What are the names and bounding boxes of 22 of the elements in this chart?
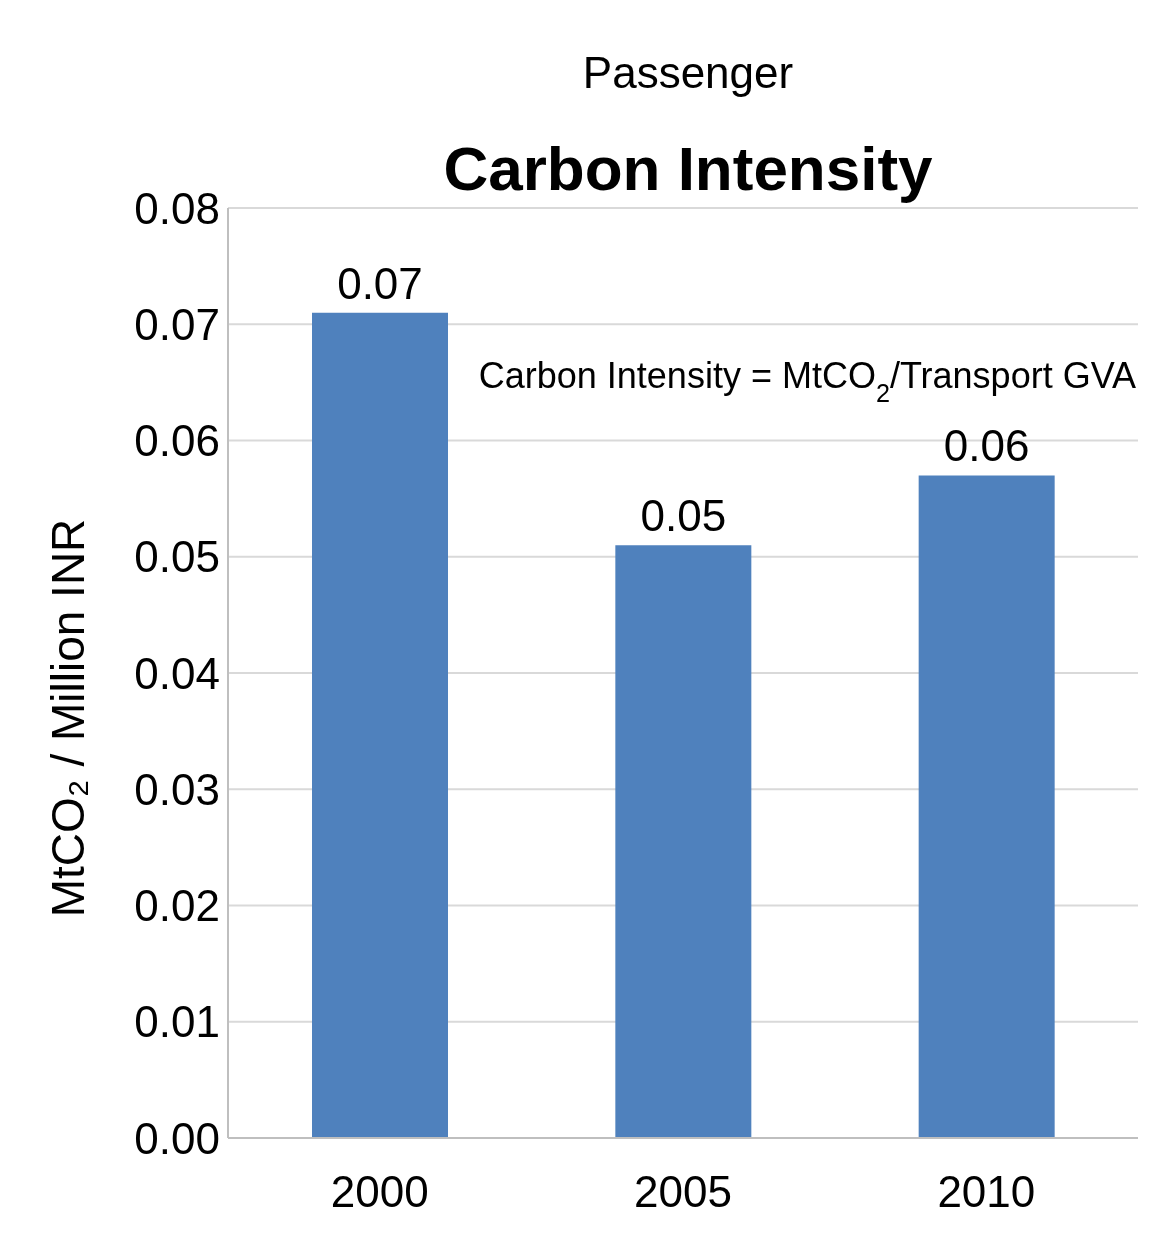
x-tick-label: 2000 [330,1167,429,1217]
bar [312,312,448,1138]
y-tick-label: 0.03 [134,764,220,814]
y-tick-label: 0.07 [134,299,220,349]
y-tick-label: 0.06 [134,416,220,466]
chart-title: Carbon Intensity [442,133,934,204]
bar [918,475,1055,1138]
data-label: 0.07 [337,258,423,308]
x-tick-label: 2005 [634,1167,732,1217]
y-tick-label: 0.08 [134,183,220,233]
y-tick-label: 0.04 [134,648,220,698]
annotation: Carbon Intensity = MtCO$_{2}$/Transport GVA [478,355,1136,407]
chart-subtitle: Passenger [581,48,795,98]
y-tick-label: 0.00 [134,1113,220,1163]
y-tick-label: 0.01 [134,997,220,1047]
y-tick-label: 0.02 [134,881,220,931]
y-tick-label: 0.05 [134,532,220,582]
data-label: 0.06 [943,421,1030,471]
data-label: 0.05 [640,491,727,541]
y-axis-title: MtCO₂ / Million INR [41,518,95,918]
bar [615,545,752,1138]
x-tick-label: 2010 [937,1167,1036,1217]
